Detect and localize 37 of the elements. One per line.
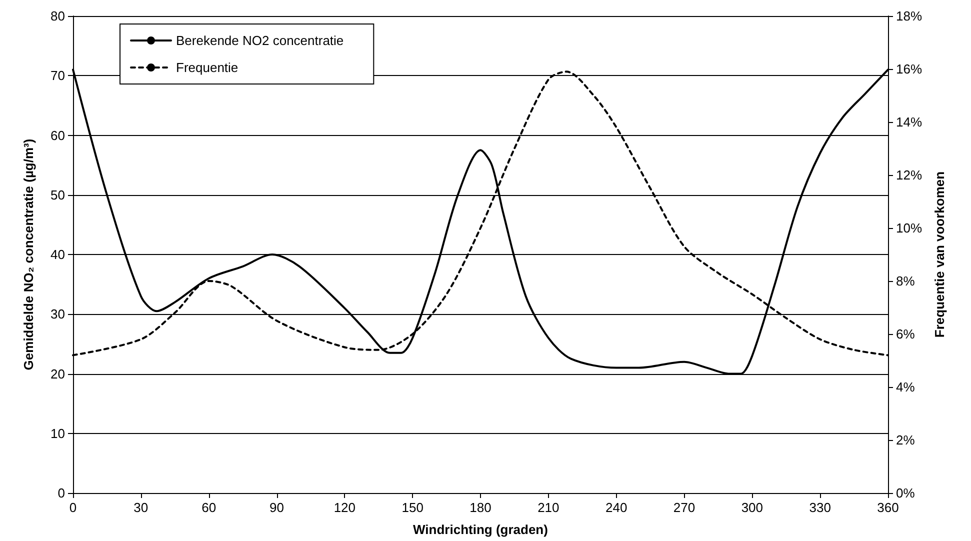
x-tick-label: 210: [538, 500, 560, 515]
y2-tick-label: 12%: [896, 168, 922, 182]
y2-tick-label: 14%: [896, 114, 922, 130]
y2-tick-label: 18%: [896, 8, 922, 24]
y2-tick-label: 16%: [896, 62, 922, 76]
x-tick-label: 330: [809, 500, 831, 515]
x-tick-label: 90: [270, 500, 284, 515]
legend-label: Frequentie: [176, 60, 238, 75]
y2-tick-label: 4%: [896, 380, 916, 394]
y-tick-label: 20: [50, 366, 65, 382]
y-tick-label: 80: [50, 8, 65, 24]
y2-tick-label: 6%: [896, 326, 916, 342]
y-tick-label: 40: [50, 247, 65, 262]
y2-tick-label: 8%: [896, 274, 916, 288]
y2-tick-label: 0%: [896, 486, 916, 500]
y-tick-label: 10: [50, 426, 65, 441]
y2-axis-title: Frequentie van voorkomen: [932, 171, 947, 338]
x-tick-label: 240: [605, 500, 628, 515]
x-tick-label: 180: [470, 500, 492, 515]
x-tick-label: 150: [402, 500, 424, 515]
y-tick-label: 60: [50, 128, 65, 143]
x-tick-label: 360: [877, 500, 899, 515]
y-axis-title: Gemiddelde NO₂ concentratie (µg/m³): [21, 138, 36, 370]
x-tick-label: 300: [741, 500, 764, 515]
x-tick-label: 270: [673, 500, 696, 515]
x-tick-label: 120: [334, 500, 356, 515]
y2-tick-label: 2%: [896, 432, 916, 448]
x-tick-label: 30: [134, 500, 148, 515]
y-tick-label: 50: [50, 187, 65, 202]
x-tick-label: 60: [202, 500, 216, 515]
y2-tick-label: 10%: [896, 220, 922, 236]
legend-label: Berekende NO2 concentratie: [176, 33, 344, 48]
y-tick-label: 0: [58, 486, 65, 500]
y-tick-label: 30: [50, 306, 65, 322]
x-axis-title: Windrichting (graden): [413, 522, 548, 537]
y-tick-label: 70: [50, 68, 65, 84]
x-tick-label: 0: [69, 500, 77, 515]
